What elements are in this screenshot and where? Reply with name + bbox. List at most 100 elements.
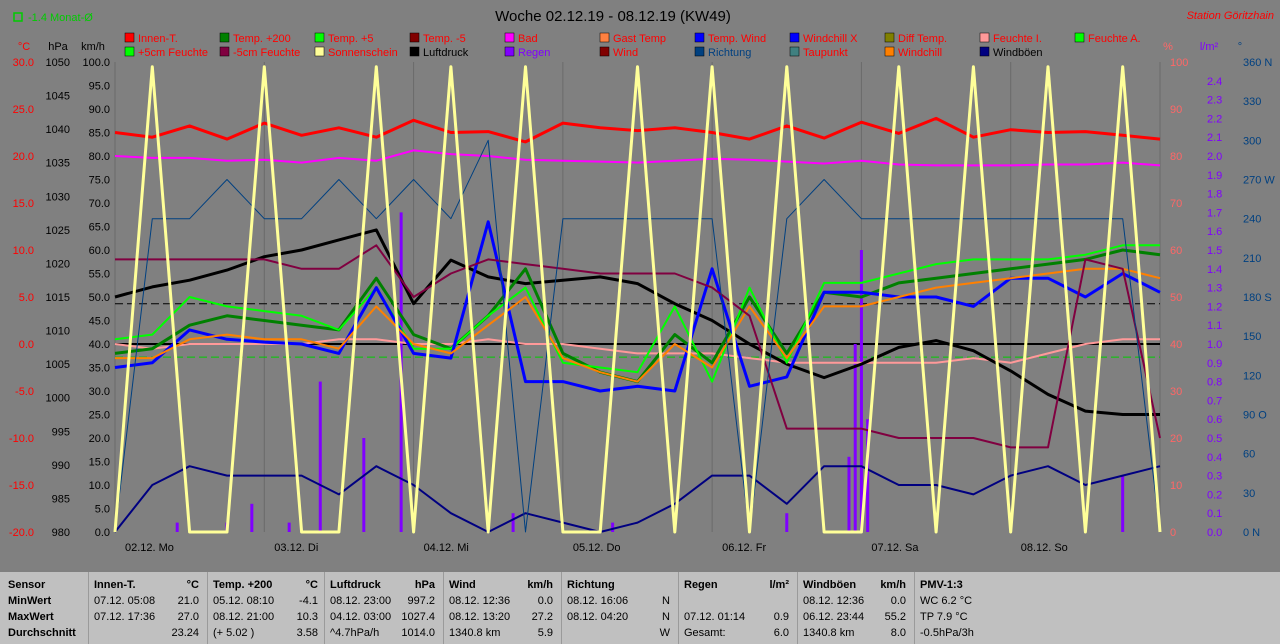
stats-column: Temp. +200 °C 05.12. 08:10 -4.1 08.12. 21:00… [213,572,318,644]
series-windchill [115,267,1161,383]
stats-cell-value: -4.1 [299,595,318,607]
rain-tick: 1.0 [1207,339,1222,351]
direction-tick: 270 W [1243,175,1275,187]
humidity-tick: 50 [1170,292,1182,304]
stats-column: Windböen km/h 08.12. 12:36 0.0 06.12. 23:44 5… [803,572,906,644]
direction-tick: 0 N [1243,527,1260,539]
stats-cell-row: 07.12. 05:08 21.0 [94,594,199,609]
stats-row-label: Durchschnitt [8,626,88,641]
pressure-tick: 1045 [46,91,70,103]
day-label: 02.12. Mo [125,542,174,554]
stats-column-name: Temp. +200 [213,579,273,591]
speed-tick: 70.0 [89,198,110,210]
humidity-tick: 60 [1170,245,1182,257]
stats-column: Luftdruck hPa 08.12. 23:00 997.2 04.12. 03:0… [330,572,435,644]
pressure-tick: 990 [52,460,70,472]
stats-cell-time: 1340.8 km [449,627,501,639]
stats-cell-row [684,594,789,609]
series-bad [114,149,1161,167]
rain-bar [611,522,615,532]
rain-bar [175,522,179,532]
rain-tick: 0.0 [1207,527,1222,539]
legend-label: Gast Temp [613,33,666,45]
day-label: 06.12. Fr [722,542,766,554]
stats-column: Wind km/h 08.12. 12:36 0.0 08.12. 13:20 27.2 1… [449,572,553,644]
legend-swatch-icon [979,32,990,43]
rain-tick: 2.1 [1207,132,1222,144]
humidity-tick: 100 [1170,57,1188,69]
legend-swatch-icon [409,46,420,57]
stats-column-unit: hPa [414,579,435,591]
temp-tick: 20.0 [13,151,34,163]
rain-tick: 1.6 [1207,226,1222,238]
stats-cell-row: 1340.8 km 8.0 [803,626,906,641]
rain-tick: 1.7 [1207,207,1222,219]
speed-tick: 10.0 [89,480,110,492]
stats-cell-row: 07.12. 01:14 0.9 [684,610,789,625]
rain-tick: 1.3 [1207,283,1222,295]
rain-bar [866,419,870,532]
stats-cell-value: 6.0 [773,627,789,639]
direction-tick: 240 [1243,214,1261,226]
stats-cell-row: 04.12. 03:00 1027.4 [330,610,435,625]
direction-tick: 90 O [1243,410,1267,422]
rain-tick: 0.3 [1207,471,1222,483]
temp-tick: -20.0 [9,527,34,539]
stats-cell-time: 06.12. 23:44 [803,611,865,623]
speed-tick: 40.0 [89,339,110,351]
rain-bar [318,381,322,532]
stats-cell-time: 08.12. 23:00 [330,595,392,607]
rain-bar [250,503,254,532]
pressure-tick: 1020 [46,258,70,270]
station-name: Station Göritzhain [1187,10,1274,22]
rain-tick: 0.7 [1207,395,1222,407]
stats-cell-time: 04.12. 03:00 [330,611,392,623]
stats-cell-row: 08.12. 13:20 27.2 [449,610,553,625]
legend-swatch-icon [314,46,325,57]
legend-swatch-icon [979,46,990,57]
series-windb-en [114,465,1161,533]
speed-tick: 80.0 [89,151,110,163]
axis-labels: °C hPa km/h% l/m² ° 30.0 25.0 20.0 15.0 10.0 5.0 0.… [9,41,1275,554]
stats-column: PMV-1:3 WC 6.2 °C TP 7.9 °C -0.5hPa/3h [920,572,1020,644]
stats-column-name: Wind [449,579,476,591]
stats-separator [207,572,208,644]
stats-column-name: PMV-1:3 [920,579,963,591]
pressure-tick: 1035 [46,158,70,170]
rain-tick: 1.8 [1207,189,1222,201]
stats-separator [678,572,679,644]
legend-label: Feuchte A. [1088,33,1141,45]
stats-cell-value: 0.0 [537,595,553,607]
stats-cell-value: 21.0 [177,595,199,607]
rain-tick: 0.5 [1207,433,1222,445]
stats-cell-time: Gesamt: [684,627,726,639]
monthly-average-label: -1.4 Monat-Ø [28,12,93,24]
stats-cell-row: 1340.8 km 5.9 [449,626,553,641]
pressure-tick: 980 [52,527,70,539]
legend-label: Temp. -5 [423,33,466,45]
series-sonnenschein [113,65,1162,534]
speed-tick: 25.0 [89,410,110,422]
stats-column: Regen l/m² 07.12. 01:14 0.9 Gesamt: 6.0 [684,572,789,644]
stats-cell-row: 06.12. 23:44 55.2 [803,610,906,625]
direction-tick: 330 [1243,96,1261,108]
legend-swatch-icon [694,46,705,57]
stats-column-unit: km/h [527,579,553,591]
stats-cell-value: 23.24 [171,627,199,639]
legend-label: Windböen [993,47,1043,59]
pressure-tick: 1000 [46,393,70,405]
stats-cell-row: W [567,626,670,641]
stats-cell-time: 07.12. 17:36 [94,611,156,623]
day-label: 08.12. So [1021,542,1068,554]
stats-row-labels: Sensor MinWert MaxWert Durchschnitt [8,572,88,644]
pressure-tick: 1025 [46,225,70,237]
legend-label: Sonnenschein [328,47,398,59]
legend-swatch-icon [884,32,895,43]
pressure-tick: 1030 [46,191,70,203]
stats-row-label: Sensor [8,578,88,593]
stats-cell-time: (+ 5.02 ) [213,627,255,639]
humidity-tick: 20 [1170,433,1182,445]
stats-header: Wind km/h [449,578,553,593]
stats-header: Richtung [567,578,670,593]
legend-label: +5cm Feuchte [138,47,208,59]
